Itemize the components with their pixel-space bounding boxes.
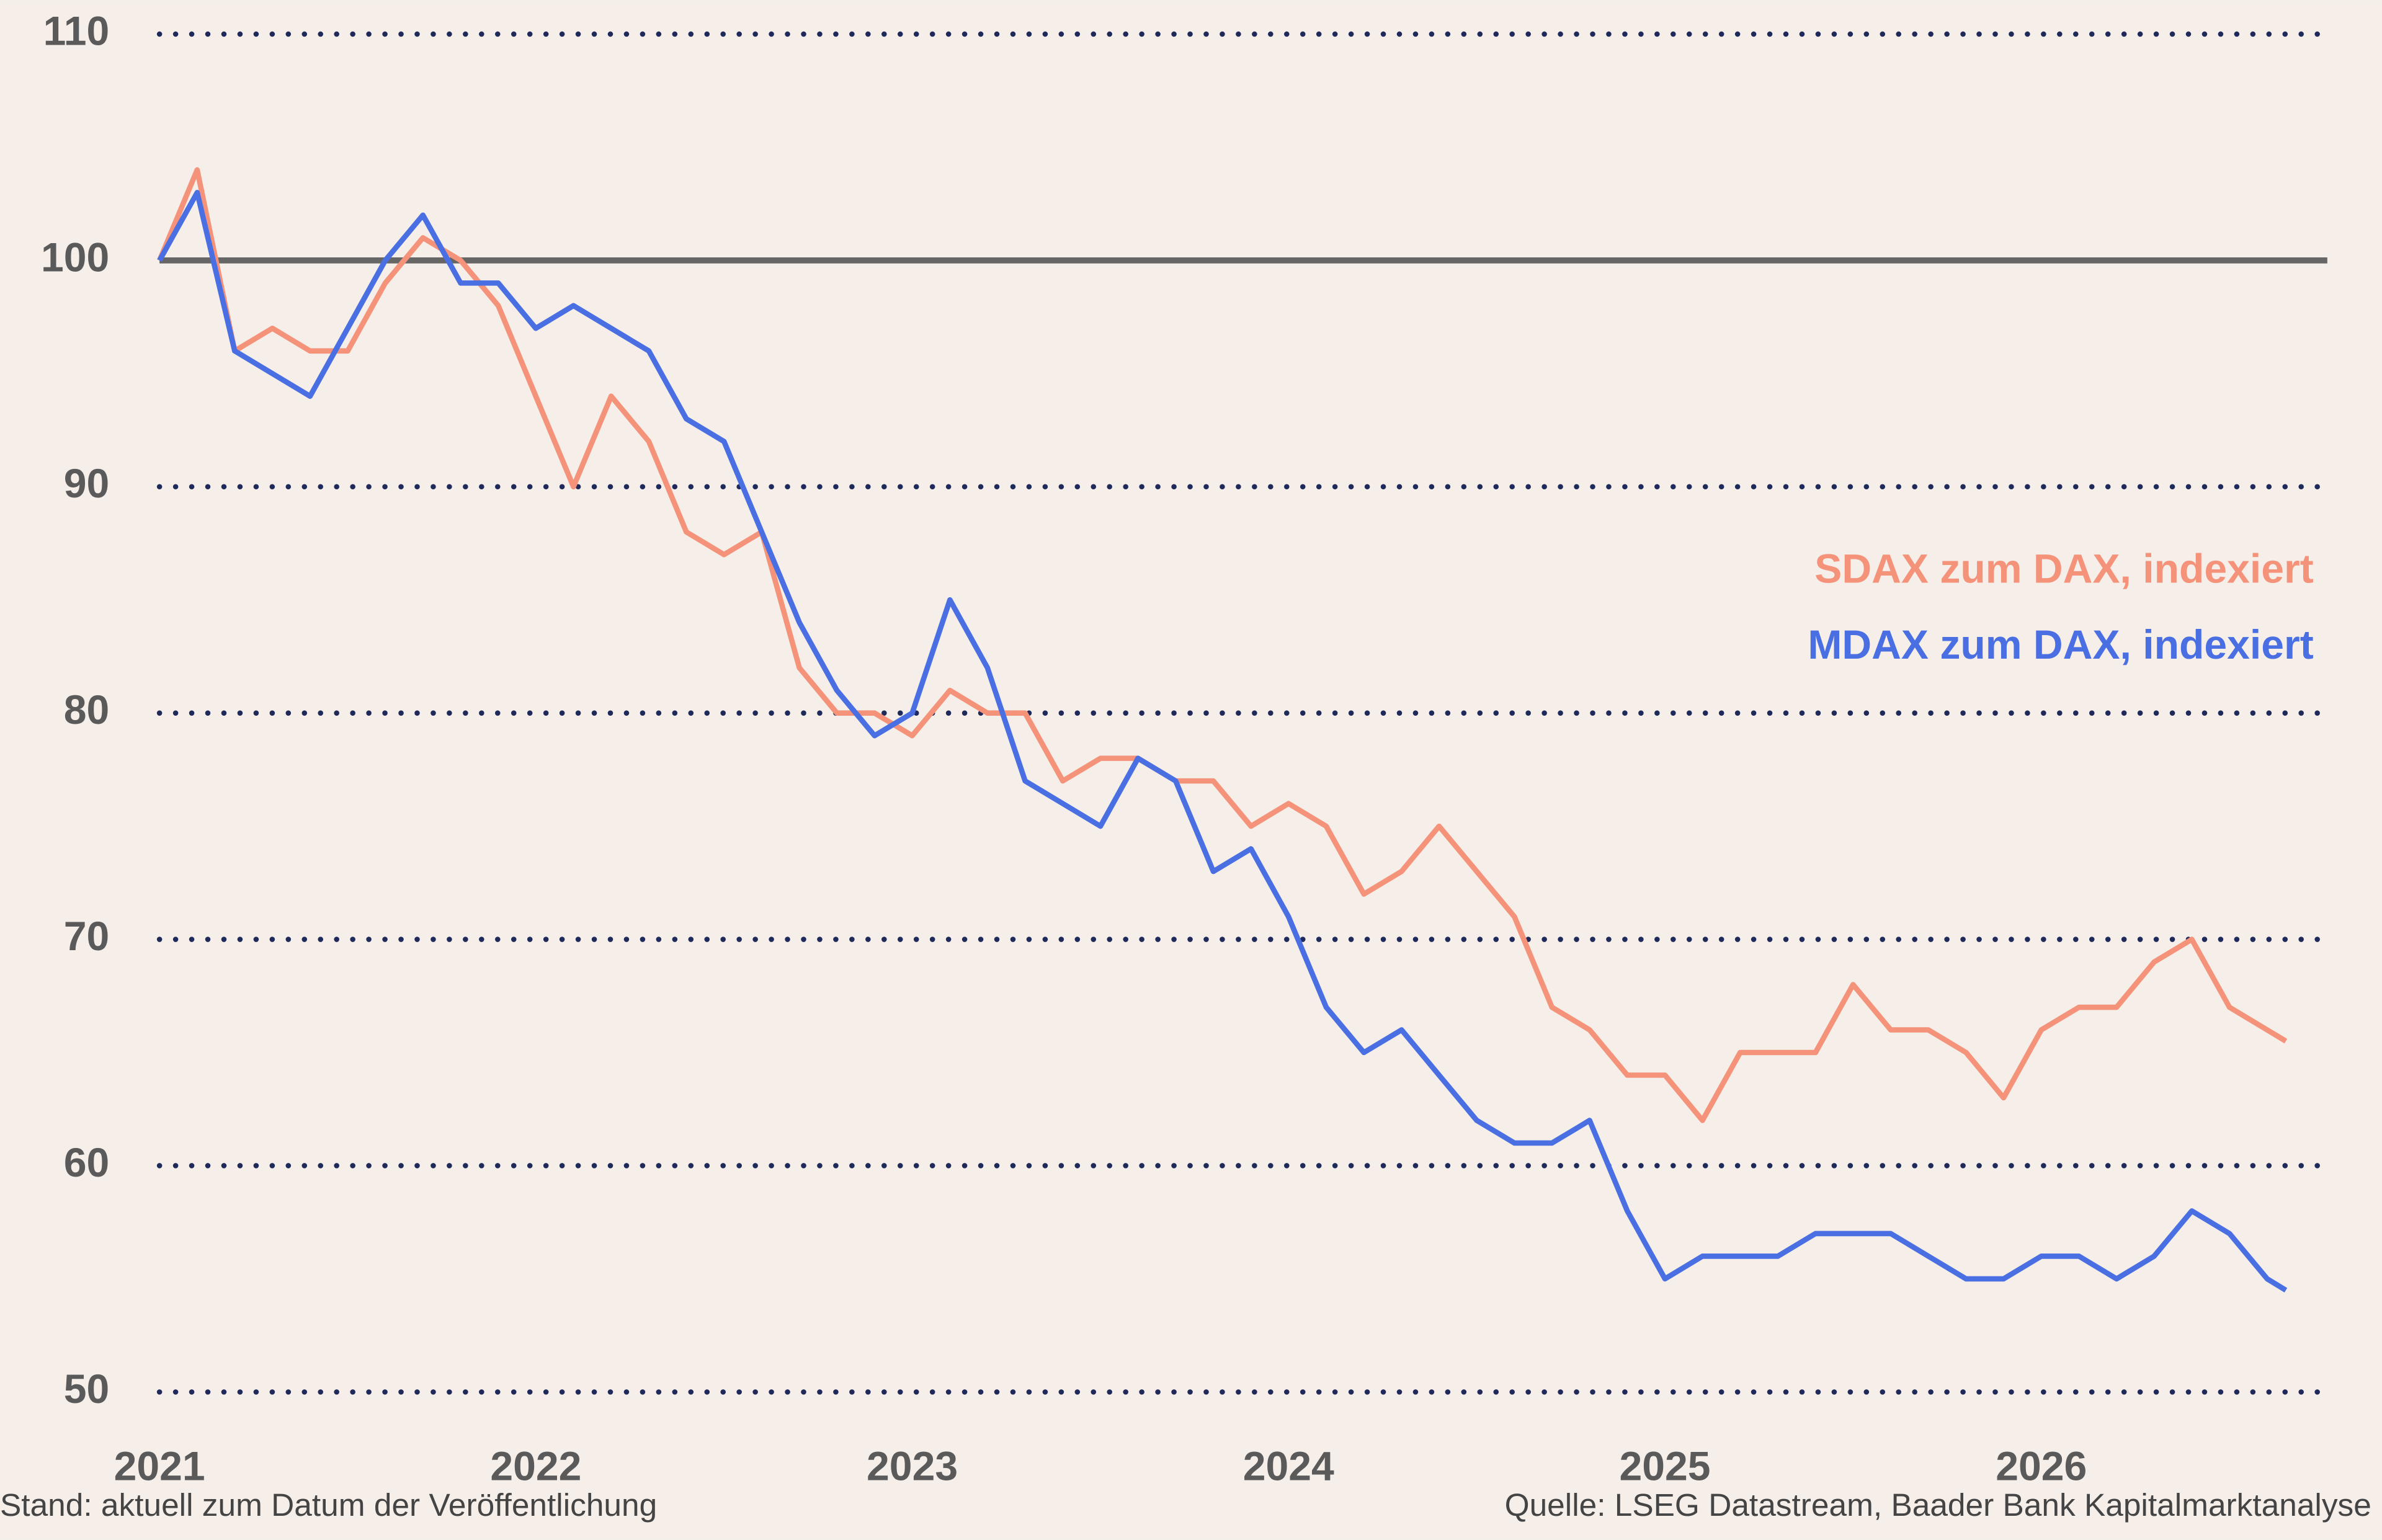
x-tick-label: 2025: [1619, 1444, 1710, 1490]
y-tick-label: 80: [64, 687, 110, 733]
y-tick-label: 110: [43, 8, 110, 54]
y-tick-label: 50: [64, 1366, 110, 1412]
series-line: [157, 190, 2288, 1293]
y-tick-label: 100: [41, 234, 109, 280]
y-tick-label: 60: [64, 1140, 110, 1186]
legend-label: MDAX zum DAX, indexiert: [1808, 622, 2313, 668]
y-tick-label: 90: [64, 461, 110, 507]
legend-label: SDAX zum DAX, indexiert: [1814, 546, 2313, 592]
x-tick-label: 2021: [114, 1444, 205, 1490]
source: Quelle: LSEG Datastream, Baader Bank Kap…: [1505, 1487, 2371, 1523]
series-line: [157, 167, 2288, 1123]
footnote: Stand: aktuell zum Datum der Veröffentli…: [0, 1487, 657, 1523]
y-tick-label: 70: [64, 914, 110, 959]
x-tick-label: 2026: [1996, 1444, 2087, 1490]
x-tick-label: 2023: [867, 1444, 958, 1490]
x-tick-label: 2024: [1243, 1444, 1334, 1490]
x-tick-label: 2022: [490, 1444, 581, 1490]
